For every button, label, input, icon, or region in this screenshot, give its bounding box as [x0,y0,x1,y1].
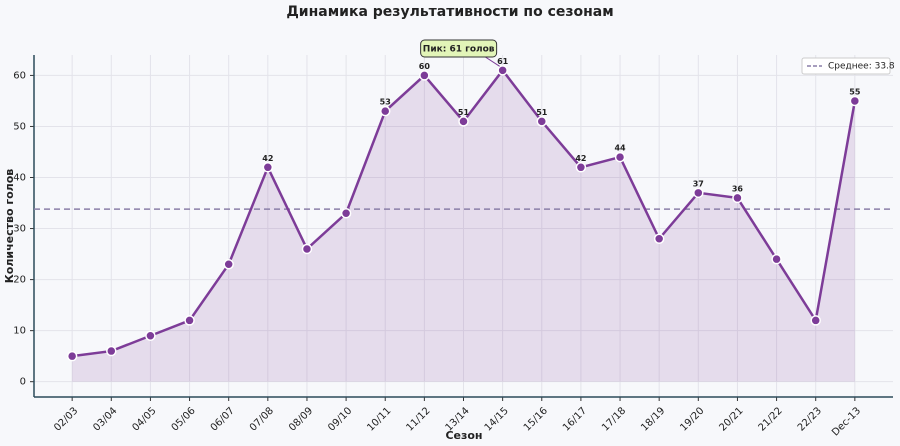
x-tick-label: Dec-13 [830,405,863,438]
x-tick-label: 11/12 [404,405,432,433]
y-axis-label: Количество голов [3,169,16,283]
x-tick-label: 08/09 [287,405,315,433]
x-tick-label: 04/05 [131,405,159,433]
point [614,151,626,163]
point [849,95,861,107]
chart-title: Динамика результативности по сезонам [286,4,613,20]
legend-label: Среднее: 33.8 [828,62,895,72]
point [458,116,469,127]
point [301,243,313,255]
x-tick-label: 19/20 [678,405,706,433]
point [223,259,234,270]
data-label: 44 [614,144,626,153]
x-tick-label: 22/23 [796,405,824,433]
data-label: 36 [732,184,744,193]
area [72,70,855,382]
point [145,330,156,341]
x-tick-label: 05/06 [170,405,198,433]
point [106,345,117,357]
y-tick-label: 10 [13,326,26,337]
x-tick-label: 06/07 [209,405,237,433]
point [419,70,430,81]
x-tick-label: 10/11 [365,405,393,433]
x-tick-label: 20/21 [718,405,746,433]
point [693,187,704,199]
point [810,315,821,326]
y-tick-label: 30 [13,224,26,235]
point [262,162,274,173]
x-tick-label: 03/04 [91,405,119,433]
data-label: 55 [849,87,861,96]
data-label: 42 [575,154,586,163]
point [771,253,782,265]
point [653,233,665,245]
data-label: 37 [693,179,704,188]
x-axis-label: Сезон [445,429,482,442]
point [340,207,352,219]
point [732,192,743,204]
legend-box [801,57,891,75]
data-label: 51 [458,108,470,117]
data-label: 51 [536,108,548,117]
x-tick-label: 07/08 [248,405,276,433]
x-tick-label: 02/03 [52,405,80,433]
data-label: 42 [262,154,273,163]
x-tick-label: 16/17 [561,405,589,433]
data-label: 61 [497,57,509,66]
data-label: 53 [380,98,391,107]
x-tick-label: 18/19 [639,405,667,433]
y-tick-label: 20 [13,275,26,286]
y-tick-label: 40 [13,173,26,184]
point [184,315,195,326]
x-tick-label: 15/16 [522,405,550,433]
y-tick-label: 0 [20,377,26,388]
point [536,116,548,127]
point [575,162,587,173]
y-tick-label: 50 [13,121,26,132]
x-tick-label: 14/15 [483,405,511,433]
x-tick-label: 21/22 [757,405,785,433]
point [66,350,78,362]
annotation: Пик: 61 голов [423,45,495,55]
point [379,105,391,117]
data-label: 60 [419,62,431,71]
annotation-box [420,39,498,58]
point [497,65,508,76]
y-tick-label: 60 [13,70,26,81]
x-tick-label: 17/18 [600,405,628,433]
x-tick-label: 09/10 [326,405,354,433]
